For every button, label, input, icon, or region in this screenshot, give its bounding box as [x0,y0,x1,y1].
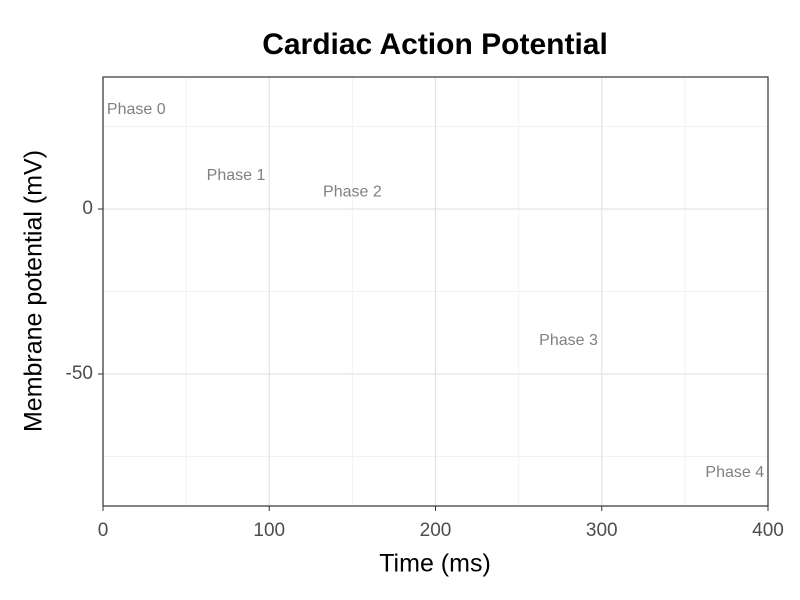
annotation: Phase 0 [107,101,166,118]
y-tick-label: -50 [66,363,93,384]
y-axis-label: Membrane potential (mV) [20,150,48,432]
x-tick-label: 400 [752,520,784,541]
annotation: Phase 4 [705,464,764,481]
annotation: Phase 1 [207,167,266,184]
panel-border [102,76,769,507]
x-tick-label: 100 [253,520,285,541]
x-axis-label: Time (ms) [379,550,491,578]
chart-title: Cardiac Action Potential [262,28,608,61]
annotation: Phase 2 [323,184,382,201]
annotation: Phase 3 [539,332,598,349]
x-tick-label: 200 [420,520,452,541]
y-tick-label: 0 [82,198,93,219]
x-tick-label: 0 [98,520,109,541]
x-tick-label: 300 [586,520,618,541]
